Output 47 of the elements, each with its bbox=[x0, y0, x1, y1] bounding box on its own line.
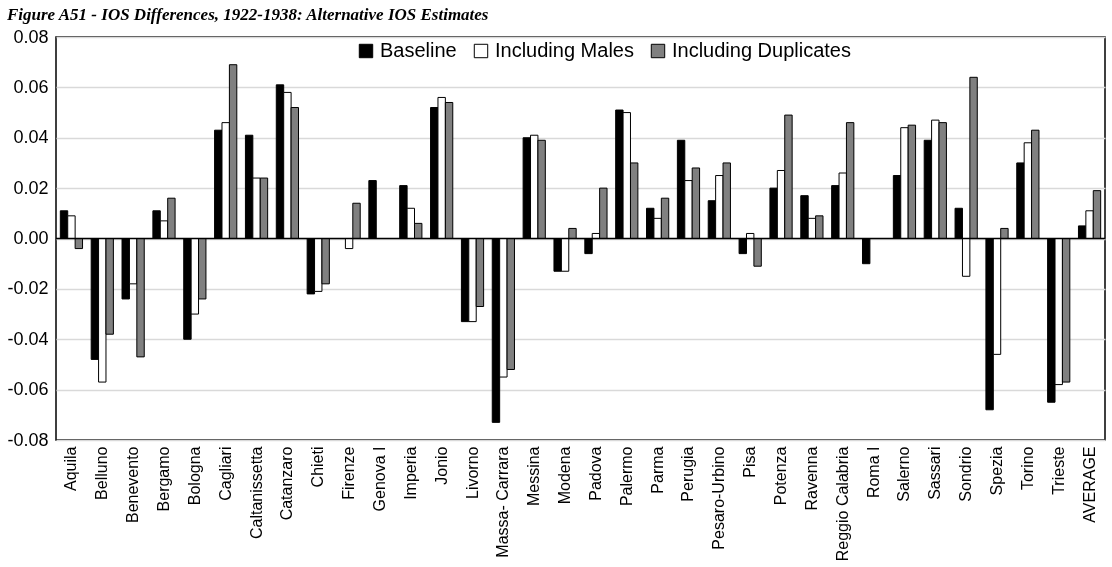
x-tick-label: Jonio bbox=[432, 446, 450, 485]
x-tick-label: Potenza bbox=[772, 446, 790, 506]
x-tick-label: Pisa bbox=[741, 446, 759, 478]
chart-title: Figure A51 - IOS Differences, 1922-1938: Alternative IOS Estimates bbox=[5, 5, 489, 24]
x-tick-label: Cagliari bbox=[216, 446, 234, 501]
x-tick-label: Trieste bbox=[1049, 446, 1067, 495]
x-tick-label: Bologna bbox=[185, 446, 203, 506]
legend-label: Including Duplicates bbox=[672, 39, 851, 61]
x-tick-label: Ravenna bbox=[802, 446, 820, 511]
x-tick-label: Catanzaro bbox=[278, 446, 296, 521]
x-tick-label: Imperia bbox=[401, 446, 419, 500]
x-tick-label: Massa- Carrara bbox=[494, 446, 512, 558]
x-tick-label: Palermo bbox=[617, 446, 635, 507]
x-tick-label: Roma I bbox=[864, 446, 882, 499]
x-tick-label: Aquila bbox=[62, 446, 80, 491]
x-tick-label: Pesaro-Urbino bbox=[710, 446, 728, 550]
y-tick-label: -0.06 bbox=[7, 379, 49, 400]
y-tick-label: -0.04 bbox=[7, 328, 49, 349]
x-tick-label: Firenze bbox=[340, 446, 358, 500]
x-tick-label: Benevento bbox=[124, 446, 142, 524]
legend-label: Baseline bbox=[380, 39, 457, 61]
x-tick-label: Sondrio bbox=[957, 446, 975, 502]
x-tick-label: Genova I bbox=[370, 446, 388, 512]
x-tick-label: Salerno bbox=[895, 446, 913, 502]
x-tick-label: Parma bbox=[648, 446, 666, 494]
x-tick-label: Torino bbox=[1018, 446, 1036, 491]
x-tick-label: Chieti bbox=[309, 446, 327, 488]
x-tick-label: AVERAGE bbox=[1080, 446, 1098, 523]
x-tick-label: Messina bbox=[525, 446, 543, 507]
x-tick-label: Spezia bbox=[988, 446, 1006, 496]
x-tick-label: Bergamo bbox=[154, 446, 172, 512]
legend-label: Including Males bbox=[495, 39, 634, 61]
x-tick-label: Padova bbox=[586, 446, 604, 501]
y-tick-label: 0.08 bbox=[13, 26, 49, 47]
x-tick-label: Perugia bbox=[679, 446, 697, 502]
y-tick-label: -0.08 bbox=[7, 429, 49, 450]
x-tick-label: Sassari bbox=[926, 446, 944, 500]
y-tick-label: 0.02 bbox=[13, 177, 49, 198]
x-tick-label: Reggio Calabria bbox=[833, 446, 851, 562]
y-tick-label: 0.06 bbox=[13, 76, 49, 97]
x-tick-label: Belluno bbox=[93, 446, 111, 500]
x-tick-label: Modena bbox=[556, 446, 574, 505]
y-tick-label: 0.04 bbox=[13, 127, 49, 148]
x-tick-label: Caltanissetta bbox=[247, 446, 265, 539]
y-tick-label: 0.00 bbox=[13, 228, 49, 248]
x-tick-label: Livorno bbox=[463, 446, 481, 499]
y-tick-label: -0.02 bbox=[7, 278, 49, 299]
